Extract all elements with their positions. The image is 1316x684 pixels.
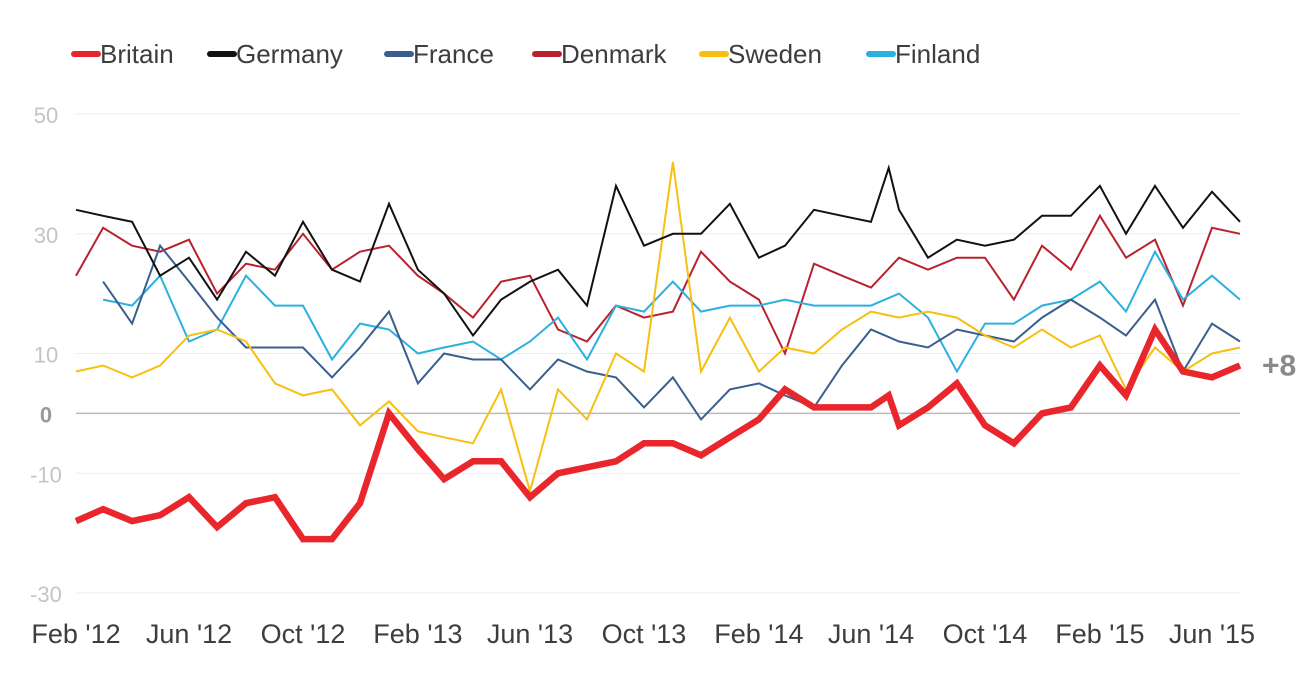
series-lines (74, 161, 1242, 543)
y-tick-label: -30 (30, 582, 62, 607)
x-tick-label: Oct '14 (943, 619, 1028, 649)
legend-label: Sweden (728, 39, 822, 69)
series-line-britain (74, 322, 1242, 543)
series-line-denmark (75, 213, 1241, 357)
legend-item-france: France (384, 39, 494, 69)
x-tick-label: Oct '13 (602, 619, 687, 649)
legend: Britain Germany France Denmark Sweden Finland (71, 39, 980, 69)
end-value-label: +8 (1262, 349, 1296, 382)
legend-item-britain: Britain (71, 39, 174, 69)
x-tick-label: Feb '13 (373, 619, 462, 649)
legend-label: Denmark (561, 39, 667, 69)
y-tick-label: 0 (40, 402, 52, 427)
legend-item-germany: Germany (207, 39, 343, 69)
legend-label: Finland (895, 39, 980, 69)
x-tick-label: Jun '13 (487, 619, 573, 649)
x-tick-label: Feb '15 (1055, 619, 1144, 649)
x-tick-label: Oct '12 (261, 619, 346, 649)
y-tick-label: 30 (34, 223, 58, 248)
x-tick-label: Jun '12 (146, 619, 232, 649)
legend-item-finland: Finland (866, 39, 980, 69)
gridlines (76, 113, 1240, 594)
x-tick-label: Jun '14 (828, 619, 914, 649)
x-tick-label: Jun '15 (1169, 619, 1255, 649)
legend-label: Germany (236, 39, 343, 69)
y-tick-label: 10 (34, 343, 58, 368)
legend-label: France (413, 39, 494, 69)
x-tick-label: Feb '12 (31, 619, 120, 649)
series-line-france (102, 243, 1241, 421)
y-axis-tick-labels: 50 30 10 0 -10 -30 (30, 103, 62, 607)
legend-item-denmark: Denmark (532, 39, 667, 69)
x-axis-tick-labels: Feb '12 Jun '12 Oct '12 Feb '13 Jun '13 Oct '… (31, 619, 1255, 649)
x-tick-label: Feb '14 (714, 619, 803, 649)
legend-item-sweden: Sweden (699, 39, 822, 69)
y-tick-label: -10 (30, 462, 62, 487)
y-tick-label: 50 (34, 103, 58, 128)
series-line-finland (102, 249, 1241, 374)
legend-label: Britain (100, 39, 174, 69)
series-line-germany (75, 164, 1241, 338)
series-line-sweden (75, 161, 1241, 495)
